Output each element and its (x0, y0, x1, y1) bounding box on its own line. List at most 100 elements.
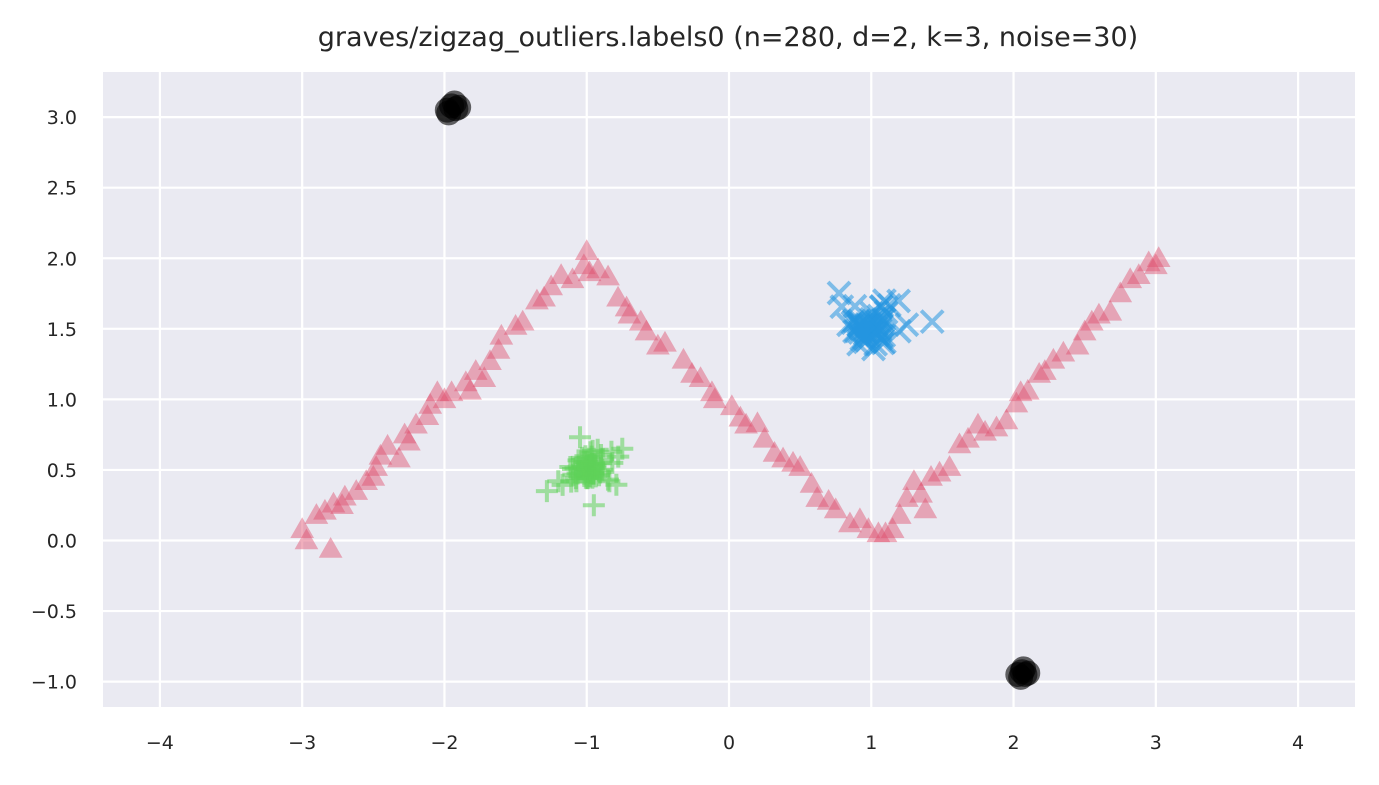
series-circle (434, 90, 1041, 690)
triangle-point (788, 455, 812, 476)
triangle-point (432, 387, 457, 409)
triangle-point (606, 285, 630, 307)
y-tick-label: 0.0 (47, 530, 77, 552)
x-tick-label: 1 (865, 732, 877, 754)
triangle-point (866, 521, 891, 543)
chart-title: graves/zigzag_outliers.labels0 (n=280, d… (317, 22, 1139, 53)
circle-point (446, 94, 472, 120)
x-tick-label: 3 (1150, 732, 1162, 754)
triangle-point (634, 319, 659, 341)
triangle-point (525, 288, 549, 310)
triangle-point (294, 528, 319, 550)
triangle-point (318, 536, 343, 558)
triangle-point (549, 263, 573, 284)
triangle-point (671, 347, 696, 369)
triangle-point (321, 491, 346, 513)
triangle-point (937, 455, 962, 476)
x-tick-label: 4 (1292, 732, 1304, 754)
triangle-point (702, 387, 727, 409)
x-tick-label: −4 (146, 732, 174, 754)
triangle-point (1004, 391, 1029, 413)
triangle-point (1027, 361, 1052, 383)
triangle-point (458, 378, 482, 400)
triangle-point (646, 333, 670, 355)
triangle-point (919, 464, 943, 486)
y-tick-label: 1.0 (47, 389, 77, 411)
triangle-point (994, 408, 1019, 430)
circle-point (1011, 656, 1037, 682)
triangle-point (902, 469, 926, 490)
triangle-point (927, 460, 952, 482)
triangle-point (734, 412, 758, 434)
x-point (840, 310, 866, 336)
triangle-point (1146, 246, 1171, 268)
triangle-point (1108, 281, 1133, 303)
triangle-point (805, 486, 830, 507)
plus-point (601, 451, 624, 474)
triangle-point (771, 446, 795, 468)
x-point (868, 294, 894, 319)
triangle-point (463, 359, 488, 380)
triangle-point (333, 484, 357, 506)
triangle-point (745, 411, 770, 433)
triangle-point (368, 443, 393, 465)
triangle-point (762, 440, 787, 462)
series-triangle (290, 239, 1171, 558)
triangle-point (614, 295, 639, 317)
triangle-point (539, 274, 564, 296)
plus-point (567, 455, 590, 478)
plus-point (611, 437, 634, 460)
triangle-point (361, 464, 386, 486)
triangle-point (415, 404, 440, 426)
plus-point (576, 467, 599, 490)
x-tick-label: −1 (573, 732, 601, 754)
triangle-point (375, 433, 400, 455)
triangle-point (816, 488, 841, 510)
triangle-point (418, 393, 443, 414)
triangle-point (909, 481, 933, 503)
y-tick-label: 2.0 (47, 248, 77, 270)
x-point (871, 329, 897, 355)
triangle-point (364, 455, 389, 476)
triangle-point (397, 429, 421, 451)
triangle-point (880, 517, 905, 538)
triangle-point (1008, 380, 1033, 402)
triangle-point (1126, 263, 1151, 284)
triangle-point (387, 446, 411, 468)
triangle-point (392, 422, 417, 444)
triangle-point (856, 517, 881, 538)
plus-point (551, 473, 574, 496)
x-point (846, 331, 871, 357)
x-tick-label: −3 (288, 732, 316, 754)
triangle-point (719, 394, 744, 416)
triangle-point (489, 323, 514, 345)
triangle-point (1032, 359, 1057, 380)
plus-point (535, 480, 558, 503)
triangle-point (628, 309, 653, 331)
triangle-point (680, 361, 704, 383)
triangle-point (653, 330, 677, 352)
triangle-point (728, 405, 753, 427)
triangle-point (330, 493, 354, 514)
triangle-point (560, 267, 585, 289)
triangle-point (781, 450, 805, 472)
triangle-point (344, 479, 369, 500)
x-tick-label: −2 (430, 732, 458, 754)
y-tick-label: −0.5 (31, 601, 77, 623)
plus-point (580, 453, 603, 476)
triangle-point (596, 264, 620, 286)
triangle-point (823, 497, 848, 519)
triangle-point (1087, 302, 1111, 324)
x-tick-label: 0 (723, 732, 735, 754)
triangle-point (1015, 378, 1040, 400)
triangle-point (838, 511, 862, 533)
y-tick-label: 1.5 (47, 319, 77, 341)
triangle-point (1143, 253, 1168, 275)
triangle-point (966, 412, 990, 434)
triangle-point (1072, 319, 1097, 341)
triangle-point (617, 302, 642, 324)
triangle-point (577, 260, 602, 282)
plus-point (605, 473, 628, 496)
